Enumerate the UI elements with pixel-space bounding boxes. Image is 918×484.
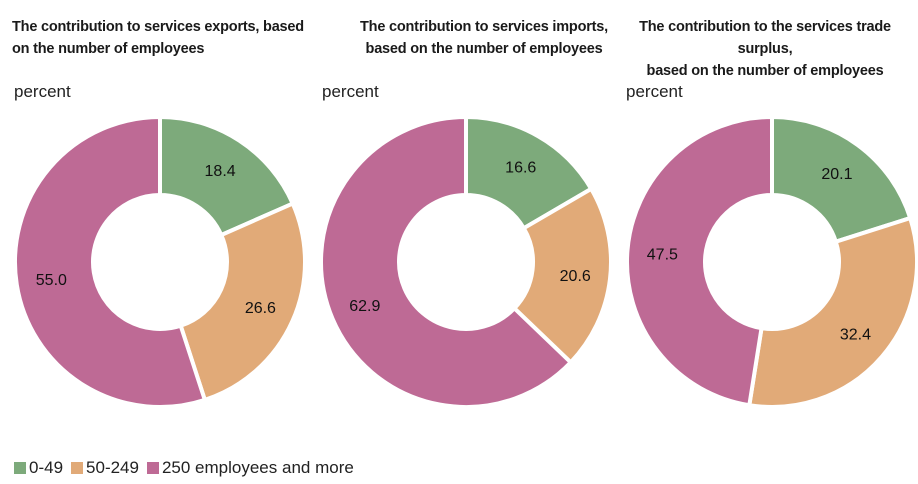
slice-0-49 [158,114,296,238]
chart-surplus-title: The contribution to the services trade s… [639,19,891,79]
slice-50-249 [178,200,306,403]
slice-0-49 [464,114,594,231]
slice-0-49 [770,114,913,245]
legend-swatch-medium [71,462,84,474]
legend-item-small: 0-49 [14,458,63,478]
label-0-49: 18.4 [205,163,236,180]
label-0-49: 20.1 [821,166,852,183]
chart-exports-title: The contribution to services exports, ba… [12,19,304,57]
label-250-plus: 55.0 [36,272,67,289]
legend-label-large: 250 employees and more [161,458,354,477]
label-50-249: 26.6 [245,300,276,317]
chart-surplus-donut: 20.1 32.4 47.5 [625,114,918,409]
slice-250-plus [13,114,208,409]
slice-50-249 [511,186,612,366]
label-250-plus: 62.9 [349,298,380,315]
slice-50-249 [747,215,918,409]
slice-250-plus [319,114,574,409]
chart-legend: 0-49 50-249 250 employees and more [14,458,362,478]
chart-surplus-panel: The contribution to the services trade s… [612,0,918,430]
label-50-249: 32.4 [840,327,871,344]
legend-swatch-large [146,462,159,474]
legend-item-large: 250 employees and more [146,458,354,478]
chart-imports-unit: percent [322,82,379,101]
chart-surplus-unit: percent [626,82,683,101]
chart-exports-unit: percent [14,82,71,101]
legend-item-medium: 50-249 [71,458,139,478]
legend-label-medium: 50-249 [86,458,139,477]
legend-label-small: 0-49 [29,458,64,477]
label-50-249: 20.6 [560,268,591,285]
chart-exports-panel: The contribution to services exports, ba… [0,0,306,430]
legend-swatch-small [14,462,26,474]
label-250-plus: 47.5 [647,246,678,263]
label-0-49: 16.6 [505,160,536,177]
chart-imports-title: The contribution to services imports, ba… [360,19,608,57]
chart-imports-panel: The contribution to services imports, ba… [306,0,612,430]
chart-exports-donut: 18.4 26.6 55.0 [13,114,306,409]
slice-250-plus [625,114,774,408]
chart-imports-donut: 16.6 20.6 62.9 [319,114,612,409]
